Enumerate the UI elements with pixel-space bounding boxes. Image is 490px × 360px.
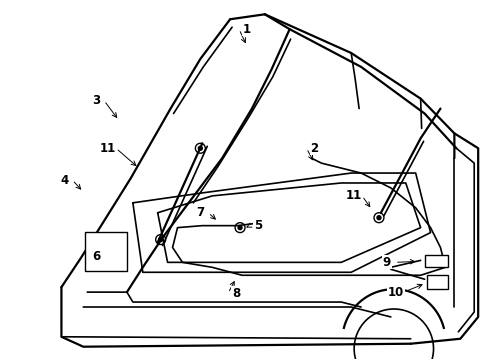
Text: 11: 11: [100, 142, 116, 155]
Bar: [427, 275, 448, 289]
Bar: [85, 231, 127, 271]
Bar: [425, 255, 448, 267]
Text: 5: 5: [254, 219, 262, 232]
Text: 7: 7: [196, 206, 204, 219]
Text: 10: 10: [388, 285, 404, 299]
Circle shape: [198, 146, 202, 150]
Text: 8: 8: [232, 287, 240, 300]
Circle shape: [377, 216, 381, 220]
Text: 11: 11: [346, 189, 362, 202]
Text: 9: 9: [383, 256, 391, 269]
Circle shape: [159, 238, 163, 242]
Text: 4: 4: [60, 174, 69, 186]
Text: 2: 2: [310, 142, 318, 155]
Text: 3: 3: [92, 94, 100, 107]
Text: 6: 6: [92, 250, 100, 263]
Circle shape: [238, 226, 242, 230]
Text: 1: 1: [243, 23, 251, 36]
